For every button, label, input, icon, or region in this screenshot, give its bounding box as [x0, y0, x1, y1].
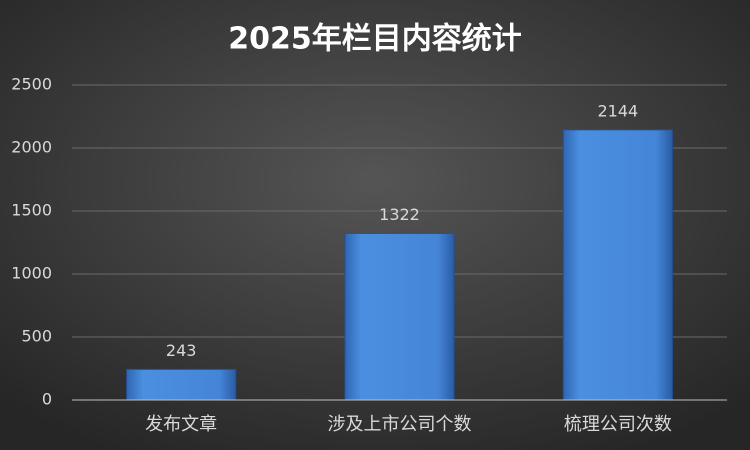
- y-tick-label: 2000: [11, 138, 52, 157]
- data-label: 1322: [379, 205, 420, 224]
- y-tick-label: 1500: [11, 201, 52, 220]
- y-tick-label: 2500: [11, 75, 52, 94]
- bar: [126, 368, 237, 401]
- bar: [562, 129, 673, 401]
- x-tick-label: 梳理公司次数: [564, 414, 672, 435]
- y-tick-label: 1000: [11, 264, 52, 283]
- bar: [344, 232, 455, 401]
- x-tick-label: 涉及上市公司个数: [328, 414, 472, 435]
- y-tick-label: 500: [21, 327, 52, 346]
- data-label: 2144: [597, 101, 638, 120]
- data-label: 243: [166, 341, 197, 360]
- x-tick-label: 发布文章: [145, 414, 217, 435]
- chart-title: 2025年栏目内容统计: [228, 22, 522, 57]
- y-tick-label: 0: [42, 390, 52, 409]
